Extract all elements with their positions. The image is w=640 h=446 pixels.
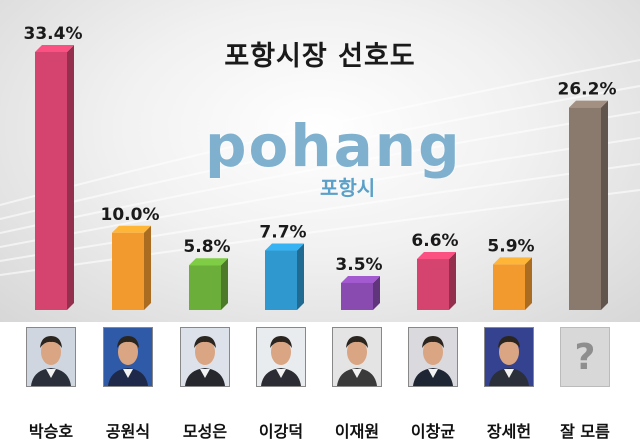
- bar-front: [569, 107, 601, 311]
- bar-front: [265, 250, 297, 310]
- bar-side: [601, 100, 608, 311]
- bar-top: [417, 252, 456, 260]
- bar-front: [35, 52, 67, 310]
- bar-front: [189, 265, 221, 310]
- value-label: 10.0%: [101, 205, 160, 225]
- bar-front: [112, 232, 144, 310]
- bar-side: [525, 257, 532, 310]
- value-label: 26.2%: [558, 80, 617, 100]
- chart-canvas: 33.4% 10.0% 5.8% 7.7% 3.5% 6.6% 5.9% 26.2%: [0, 24, 640, 311]
- bar-이재원: [341, 275, 380, 310]
- candidate-photo: [103, 327, 153, 387]
- candidate-name: 모성은: [182, 422, 228, 441]
- candidate-name: 잘 모름: [560, 422, 610, 441]
- bar-박승호: [35, 45, 74, 310]
- bar-side: [297, 243, 304, 310]
- bar-top: [569, 100, 608, 108]
- candidate-name: 공원식: [105, 422, 151, 441]
- background-swooshes: [0, 59, 640, 276]
- candidate-name: 이창균: [410, 422, 456, 441]
- candidate-name: 장세헌: [486, 422, 532, 441]
- value-label: 5.8%: [183, 237, 230, 257]
- candidate-name: 박승호: [28, 422, 74, 441]
- candidate-photo: [484, 327, 534, 387]
- candidate-photo: [408, 327, 458, 387]
- bar-top: [189, 258, 228, 266]
- bar-top: [35, 45, 74, 52]
- value-label: 6.6%: [411, 231, 458, 251]
- bar-장세헌: [493, 257, 532, 310]
- bar-이강덕: [265, 243, 304, 310]
- value-label: 7.7%: [259, 223, 306, 243]
- chart-panel: 33.4% 10.0% 5.8% 7.7% 3.5% 6.6% 5.9% 26.2% 포항시장…: [0, 0, 640, 322]
- candidate-name: 이강덕: [258, 422, 304, 441]
- chart-title: 포항시장 선호도: [224, 41, 416, 72]
- bar-모성은: [189, 258, 228, 310]
- candidate-photo: [180, 327, 230, 387]
- bar-top: [265, 243, 304, 251]
- bar-잘 모름: [569, 100, 608, 311]
- bar-side: [373, 275, 380, 310]
- bar-side: [144, 225, 151, 310]
- bar-front: [493, 264, 525, 310]
- value-label: 3.5%: [335, 255, 382, 275]
- candidate-photo: [332, 327, 382, 387]
- pohang-logo: pohang: [205, 112, 462, 180]
- bar-top: [112, 225, 151, 233]
- pohang-logo-subtitle: 포항시: [320, 176, 376, 200]
- bar-side: [67, 45, 74, 310]
- bar-이창균: [417, 252, 456, 310]
- candidate-name: 이재원: [334, 422, 380, 441]
- bar-front: [417, 259, 449, 310]
- value-label: 5.9%: [487, 236, 534, 256]
- value-label: 33.4%: [24, 24, 83, 44]
- bar-top: [341, 275, 380, 283]
- unknown-photo-placeholder: ?: [560, 327, 610, 387]
- bar-공원식: [112, 225, 151, 310]
- candidate-photo: [26, 327, 76, 387]
- bar-side: [449, 252, 456, 310]
- bar-top: [493, 257, 532, 265]
- bar-side: [221, 258, 228, 310]
- candidate-photo: [256, 327, 306, 387]
- bar-front: [341, 282, 373, 310]
